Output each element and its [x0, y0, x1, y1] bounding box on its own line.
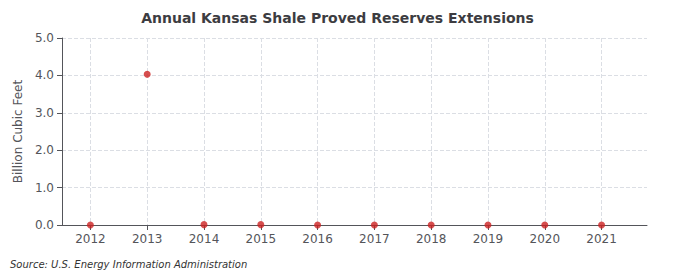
svg-text:0.0: 0.0 [35, 218, 54, 232]
svg-text:2012: 2012 [75, 232, 106, 246]
svg-text:2014: 2014 [189, 232, 220, 246]
svg-text:2020: 2020 [529, 232, 560, 246]
svg-text:Source: U.S. Energy Informatio: Source: U.S. Energy Information Administ… [10, 259, 247, 270]
svg-text:5.0: 5.0 [35, 31, 54, 45]
svg-text:1.0: 1.0 [35, 181, 54, 195]
svg-text:3.0: 3.0 [35, 106, 54, 120]
svg-text:Billion Cubic Feet: Billion Cubic Feet [11, 80, 25, 184]
svg-text:2017: 2017 [359, 232, 390, 246]
svg-text:2015: 2015 [246, 232, 277, 246]
svg-text:2019: 2019 [473, 232, 504, 246]
svg-text:2013: 2013 [132, 232, 163, 246]
svg-text:4.0: 4.0 [35, 68, 54, 82]
svg-text:2.0: 2.0 [35, 143, 54, 157]
svg-text:2016: 2016 [302, 232, 333, 246]
svg-text:2021: 2021 [586, 232, 617, 246]
svg-text:2018: 2018 [416, 232, 447, 246]
svg-text:Annual Kansas Shale Proved Res: Annual Kansas Shale Proved Reserves Exte… [141, 10, 534, 26]
